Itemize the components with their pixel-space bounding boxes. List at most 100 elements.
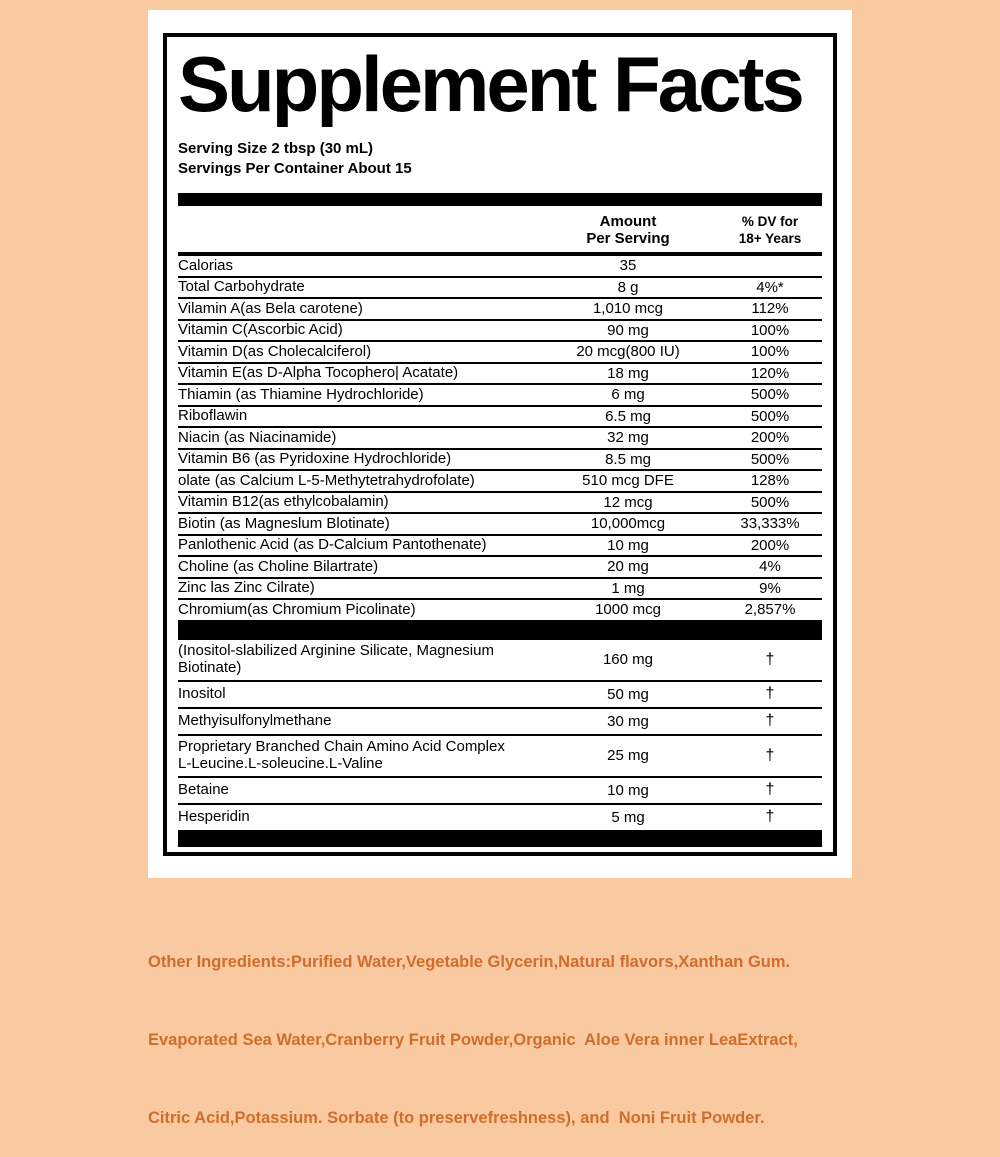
nutrient-dv: 9% xyxy=(759,579,781,597)
footnote-daily-value: *Percent Daily values (Dv) are based on … xyxy=(178,856,822,857)
nutrient-row: Proprietary Branched Chain Amino Acid Co… xyxy=(178,736,822,778)
nutrient-name: Biotin (as Magneslum Blotinate) xyxy=(178,514,390,532)
nutrient-name: Vitamin B6 (as Pyridoxine Hydrochloride) xyxy=(178,450,452,467)
nutrient-row: Methyisulfonylmethane 30 mg † xyxy=(178,709,822,736)
nutrient-dv: 200% xyxy=(750,536,790,554)
nutrient-row: Panlothenic Acid (as D-Calcium Pantothen… xyxy=(178,536,822,557)
nutrient-table-main: Calorias 35 Total Carbohydrate 8 g 4%* Vilami… xyxy=(178,256,822,622)
divider-bar-bottom xyxy=(178,831,822,847)
nutrient-name: Panlothenic Acid (as D-Calcium Pantothen… xyxy=(178,536,487,553)
divider-bar-middle xyxy=(178,621,822,640)
nutrient-row: Vitamin D(as Cholecalciferol) 20 mcg(800 … xyxy=(178,342,822,364)
nutrient-dv: 112% xyxy=(751,300,789,318)
nutrient-amount: 5 mg xyxy=(611,808,645,826)
nutrient-name: Chromium(as Chromium Picolinate) xyxy=(178,600,416,618)
nutrient-dv: 2,857% xyxy=(744,601,796,619)
nutrient-row: Thiamin (as Thiamine Hydrochloride) 6 mg 5… xyxy=(178,385,822,407)
nutrient-row: Vilamin A(as Bela carotene) 1,010 mcg 112% xyxy=(178,299,822,321)
nutrient-amount: 25 mg xyxy=(607,747,649,764)
nutrient-amount: 20 mcg(800 IU) xyxy=(576,343,680,361)
nutrient-amount: 18 mg xyxy=(607,364,649,382)
nutrient-dv: 4%* xyxy=(756,278,784,296)
nutrient-dv: 128% xyxy=(750,472,790,490)
nutrient-amount: 1000 mcg xyxy=(595,601,661,619)
nutrient-amount: 32 mg xyxy=(607,429,649,447)
nutrient-name: Proprietary Branched Chain Amino Acid Co… xyxy=(178,738,505,772)
nutrient-row: Vitamin E(as D-Alpha Tocophero| Acatate)… xyxy=(178,364,822,385)
nutrient-name: Niacin (as Niacinamide) xyxy=(178,428,337,446)
nutrient-row: Total Carbohydrate 8 g 4%* xyxy=(178,278,822,299)
nutrient-dv: 200% xyxy=(750,429,790,447)
nutrient-row: Vitamin B12(as ethylcobalamin) 12 mcg 500% xyxy=(178,493,822,514)
nutrient-amount: 160 mg xyxy=(602,651,654,668)
nutrient-row: Biotin (as Magneslum Blotinate) 10,000mcg… xyxy=(178,514,822,536)
other-ingredients-line: Citric Acid,Potassium. Sorbate (to prese… xyxy=(148,1109,765,1127)
nutrient-name: (Inositol-slabilized Arginine Silicate, … xyxy=(178,642,494,676)
nutrient-dv: 500% xyxy=(750,407,790,425)
nutrient-row: Riboflawin 6.5 mg 500% xyxy=(178,407,822,428)
nutrient-row: Niacin (as Niacinamide) 32 mg 200% xyxy=(178,428,822,450)
supplement-facts-panel: Supplement Facts Serving Size 2 tbsp (30… xyxy=(163,33,837,856)
nutrient-amount: 1 mg xyxy=(611,579,645,597)
serving-size-text: Serving Size 2 tbsp (30 mL) xyxy=(178,140,374,157)
column-headers: Amount Per Serving % DV for 18+ Years xyxy=(178,213,822,256)
other-ingredients: Other Ingredients:Purified Water,Vegetab… xyxy=(148,897,878,1157)
nutrient-dv: 4% xyxy=(759,558,781,576)
nutrient-name: Vitamin E(as D-Alpha Tocophero| Acatate) xyxy=(178,364,459,381)
nutrient-name: Vitamin D(as Cholecalciferol) xyxy=(178,342,372,360)
nutrient-dv: 500% xyxy=(750,493,790,511)
nutrient-dv: 33,333% xyxy=(740,515,800,533)
servings-per-container-text: Servings Per Container About 15 xyxy=(178,160,412,177)
other-ingredients-line: Evaporated Sea Water,Cranberry Fruit Pow… xyxy=(148,1031,798,1049)
footnotes: *Percent Daily values (Dv) are based on … xyxy=(178,856,822,857)
nutrient-amount: 8 g xyxy=(617,278,639,296)
nutrient-amount: 8.5 mg xyxy=(605,450,651,468)
nutrient-dv: † xyxy=(765,808,775,825)
other-ingredients-line: Other Ingredients:Purified Water,Vegetab… xyxy=(148,953,791,971)
nutrient-row: Hesperidin 5 mg † xyxy=(178,805,822,832)
nutrient-dv: 120% xyxy=(750,364,790,382)
nutrient-name: Methyisulfonylmethane xyxy=(178,711,332,729)
nutrient-dv: † xyxy=(765,781,775,798)
divider-bar-top xyxy=(178,193,822,206)
nutrient-name: Vitamin B12(as ethylcobalamin) xyxy=(178,493,389,510)
supplement-facts-card: Supplement Facts Serving Size 2 tbsp (30… xyxy=(148,10,852,878)
nutrient-amount: 20 mg xyxy=(607,558,649,576)
nutrient-amount: 50 mg xyxy=(607,685,649,703)
nutrient-name: Betaine xyxy=(178,780,229,798)
nutrient-row: Chromium(as Chromium Picolinate) 1000 mcg… xyxy=(178,600,822,622)
serving-info: Serving Size 2 tbsp (30 mL) Servings Per… xyxy=(178,139,822,179)
nutrient-name: Total Carbohydrate xyxy=(178,278,305,295)
nutrient-row: olate (as Calcium L-5-Methytetrahydrofol… xyxy=(178,471,822,493)
nutrient-row: Betaine 10 mg † xyxy=(178,778,822,805)
nutrient-row: Vitamin C(Ascorbic Acid) 90 mg 100% xyxy=(178,321,822,342)
nutrient-table-secondary: (Inositol-slabilized Arginine Silicate, … xyxy=(178,640,822,832)
nutrient-name: Thiamin (as Thiamine Hydrochloride) xyxy=(178,385,424,403)
nutrient-row: (Inositol-slabilized Arginine Silicate, … xyxy=(178,640,822,682)
nutrient-row: Choline (as Choline Bilartrate) 20 mg 4% xyxy=(178,557,822,579)
nutrient-row: Zinc las Zinc Cilrate) 1 mg 9% xyxy=(178,579,822,600)
page-background: { "colors": { "page_background": "#f9c9a… xyxy=(148,10,852,1127)
nutrient-amount: 6.5 mg xyxy=(605,407,651,425)
nutrient-row: Calorias 35 xyxy=(178,256,822,278)
nutrient-dv: † xyxy=(765,685,775,702)
nutrient-name: Calorias xyxy=(178,256,234,274)
nutrient-amount: 12 mcg xyxy=(603,493,653,511)
nutrient-dv: † xyxy=(765,746,775,764)
nutrient-dv: 500% xyxy=(750,450,790,468)
nutrient-amount: 10 mg xyxy=(607,781,649,799)
dv-column-header: % DV for 18+ Years xyxy=(738,214,802,246)
nutrient-name: Riboflawin xyxy=(178,407,248,424)
nutrient-name: Inositol xyxy=(178,684,226,702)
nutrient-name: Vitamin C(Ascorbic Acid) xyxy=(178,321,343,338)
nutrient-name: Vilamin A(as Bela carotene) xyxy=(178,299,363,317)
nutrient-row: Vitamin B6 (as Pyridoxine Hydrochloride)… xyxy=(178,450,822,471)
nutrient-amount: 90 mg xyxy=(607,321,649,339)
panel-title: Supplement Facts xyxy=(178,40,805,128)
nutrient-amount: 30 mg xyxy=(607,712,649,730)
nutrient-amount: 6 mg xyxy=(611,386,645,404)
nutrient-dv: 100% xyxy=(750,321,790,339)
nutrient-name: olate (as Calcium L-5-Methytetrahydrofol… xyxy=(178,471,475,489)
nutrient-dv: 100% xyxy=(750,343,790,361)
nutrient-amount: 10,000mcg xyxy=(590,515,666,533)
